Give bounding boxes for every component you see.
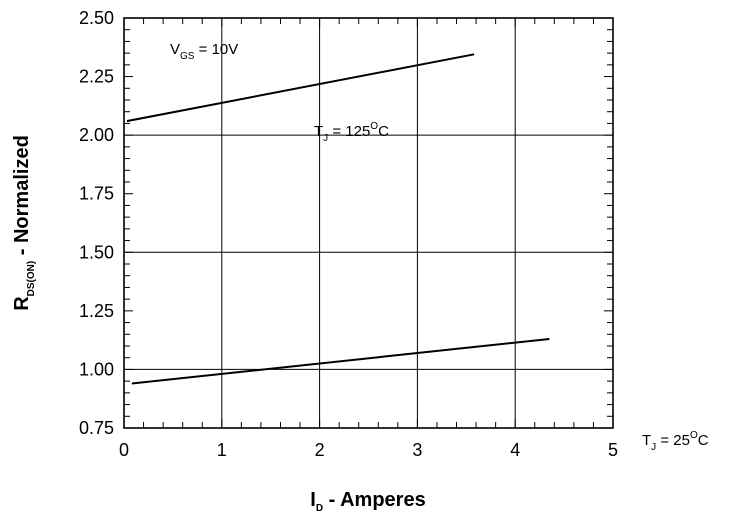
grid-lines [123, 17, 614, 428]
tj-125-annotation: TJ = 125OC [314, 121, 389, 144]
y-tick-label: 0.75 [79, 418, 114, 438]
y-tick-label: 2.25 [79, 67, 114, 87]
y-tick-label: 1.75 [79, 184, 114, 204]
x-tick-label: 1 [217, 440, 227, 460]
plot-frame [123, 17, 614, 429]
y-tick-label: 1.50 [79, 242, 114, 262]
x-tick-label: 4 [510, 440, 520, 460]
x-tick-label: 0 [119, 440, 129, 460]
x-tick-label: 2 [315, 440, 325, 460]
x-axis-title: ID - Amperes [310, 489, 425, 514]
y-tick-labels: 0.75 1.00 1.25 1.50 1.75 2.00 2.25 2.50 [79, 8, 114, 438]
x-tick-label: 5 [608, 440, 618, 460]
tj-25-annotation: TJ = 25OC [642, 430, 709, 453]
series-lines [126, 53, 550, 385]
x-tick-label: 3 [412, 440, 422, 460]
minor-ticks [123, 17, 614, 429]
x-tick-labels: 0 1 2 3 4 5 [119, 440, 618, 460]
y-tick-label: 2.50 [79, 8, 114, 28]
vgs-annotation: VGS = 10V [170, 41, 238, 62]
series-line-1 [126, 53, 475, 123]
y-tick-label: 1.25 [79, 301, 114, 321]
series-line-2 [131, 337, 550, 385]
y-tick-label: 1.00 [79, 359, 114, 379]
y-tick-label: 2.00 [79, 125, 114, 145]
y-axis-title: RDS(ON) - Normalized [11, 135, 37, 311]
